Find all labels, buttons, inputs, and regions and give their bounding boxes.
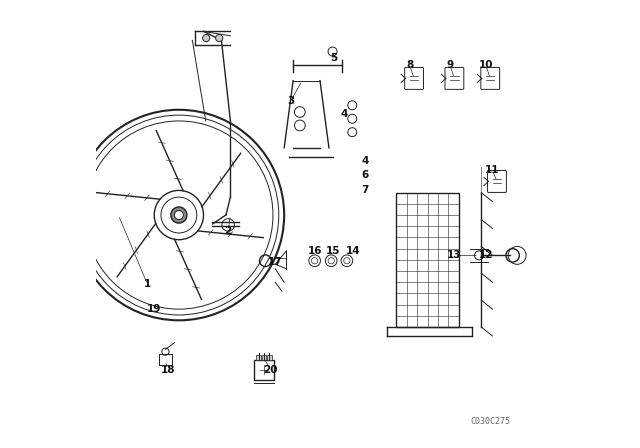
- Text: 4: 4: [341, 109, 348, 119]
- Text: 3: 3: [287, 96, 294, 106]
- Text: 18: 18: [161, 365, 175, 375]
- Text: 15: 15: [326, 246, 340, 256]
- Text: 13: 13: [447, 250, 461, 260]
- Text: 14: 14: [346, 246, 361, 256]
- Circle shape: [174, 211, 184, 220]
- Text: 7: 7: [361, 185, 369, 195]
- Text: 2: 2: [225, 226, 232, 236]
- Bar: [257, 355, 261, 359]
- Text: 16: 16: [307, 246, 322, 256]
- Text: 8: 8: [406, 60, 413, 70]
- Text: 17: 17: [268, 257, 282, 267]
- Bar: [159, 354, 172, 365]
- Bar: [267, 355, 271, 359]
- Text: 4: 4: [361, 156, 369, 166]
- Bar: [396, 193, 459, 327]
- Text: 19: 19: [147, 304, 161, 314]
- Text: 20: 20: [264, 365, 278, 375]
- Text: 12: 12: [479, 250, 493, 260]
- Text: 10: 10: [479, 60, 493, 70]
- Bar: [262, 355, 266, 359]
- Text: 9: 9: [446, 60, 454, 70]
- Circle shape: [216, 34, 223, 42]
- Text: 11: 11: [485, 165, 500, 175]
- Bar: [254, 359, 274, 380]
- Circle shape: [171, 207, 187, 223]
- Text: C030C275: C030C275: [470, 417, 510, 426]
- Circle shape: [203, 34, 210, 42]
- Text: 5: 5: [330, 53, 337, 63]
- Text: 6: 6: [361, 170, 369, 180]
- Text: 1: 1: [144, 280, 151, 289]
